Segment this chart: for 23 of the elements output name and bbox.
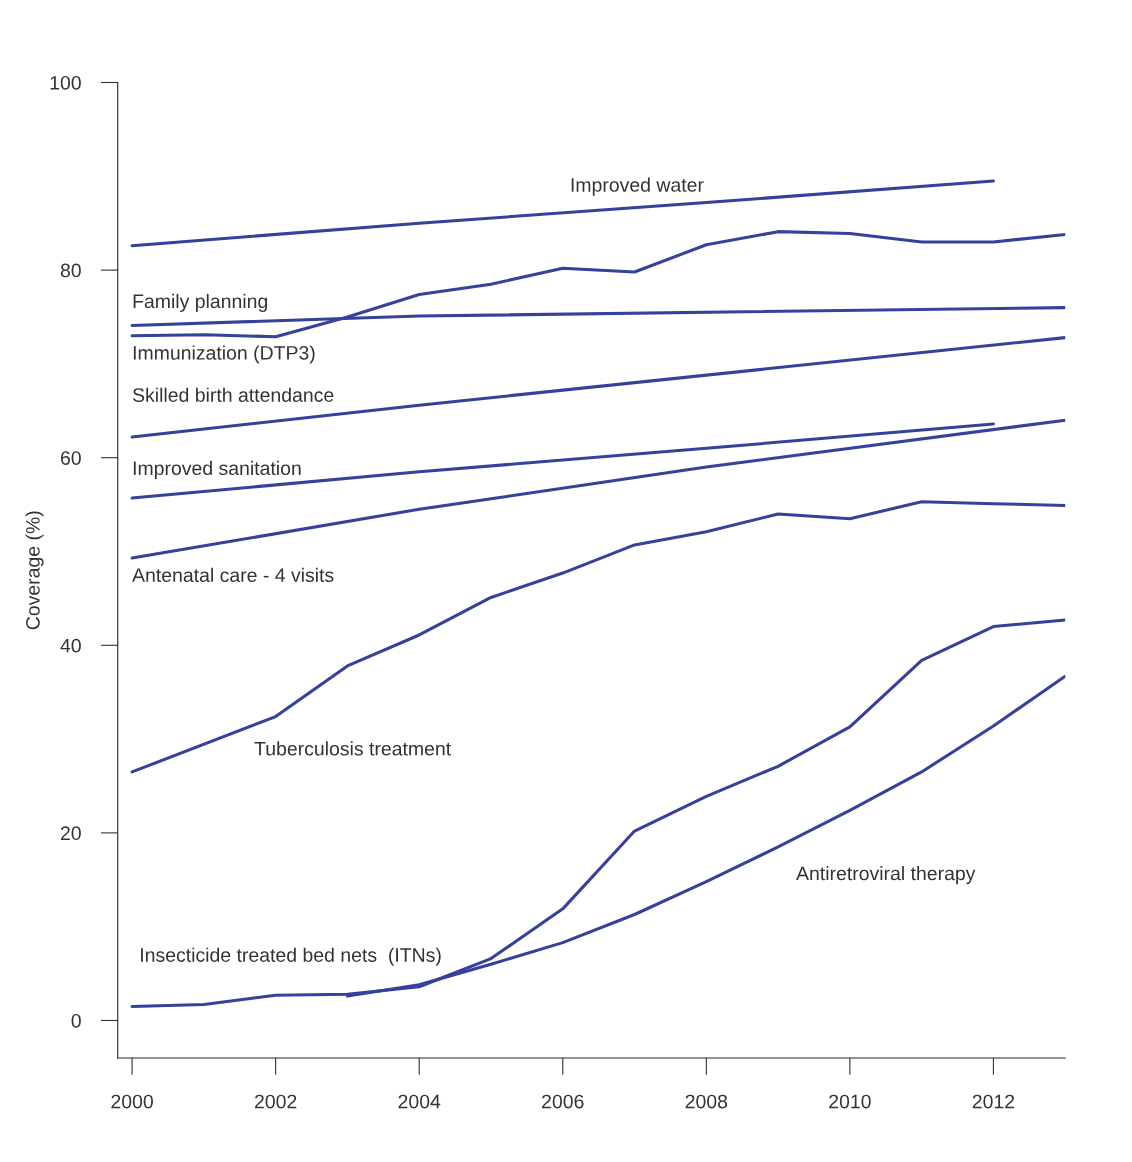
- x-tick-label: 2008: [685, 1094, 728, 1109]
- series-label: Insecticide treated bed nets (ITNs): [141, 947, 441, 966]
- series-label: Antenatal care - 4 visits: [132, 567, 334, 583]
- y-tick-label: 60: [60, 451, 81, 465]
- y-tick-label: 40: [60, 638, 81, 653]
- y-tick-label: 80: [60, 263, 81, 278]
- x-tick-label: 2012: [972, 1094, 1015, 1109]
- series-label: Family planning: [133, 293, 268, 312]
- y-tick-label: 100: [50, 75, 81, 90]
- series-label: Skilled birth attendance: [132, 387, 334, 402]
- series-label: Immunization (DTP3): [133, 345, 315, 364]
- x-tick-label: 2000: [111, 1094, 153, 1109]
- x-tick-label: 2006: [542, 1094, 584, 1109]
- x-tick-label: 2002: [254, 1094, 297, 1109]
- series-label: Improved sanitation: [133, 460, 301, 479]
- x-tick-label: 2010: [829, 1094, 871, 1109]
- x-tick-label: 2004: [398, 1094, 441, 1109]
- series-label: Tuberculosis treatment: [254, 741, 451, 756]
- y-axis-title: Coverage (%): [25, 511, 44, 630]
- series-label: Improved water: [571, 177, 704, 196]
- y-tick-label: 0: [71, 1013, 81, 1028]
- series-label: Antiretroviral therapy: [796, 866, 976, 885]
- y-tick-label: 20: [60, 826, 81, 841]
